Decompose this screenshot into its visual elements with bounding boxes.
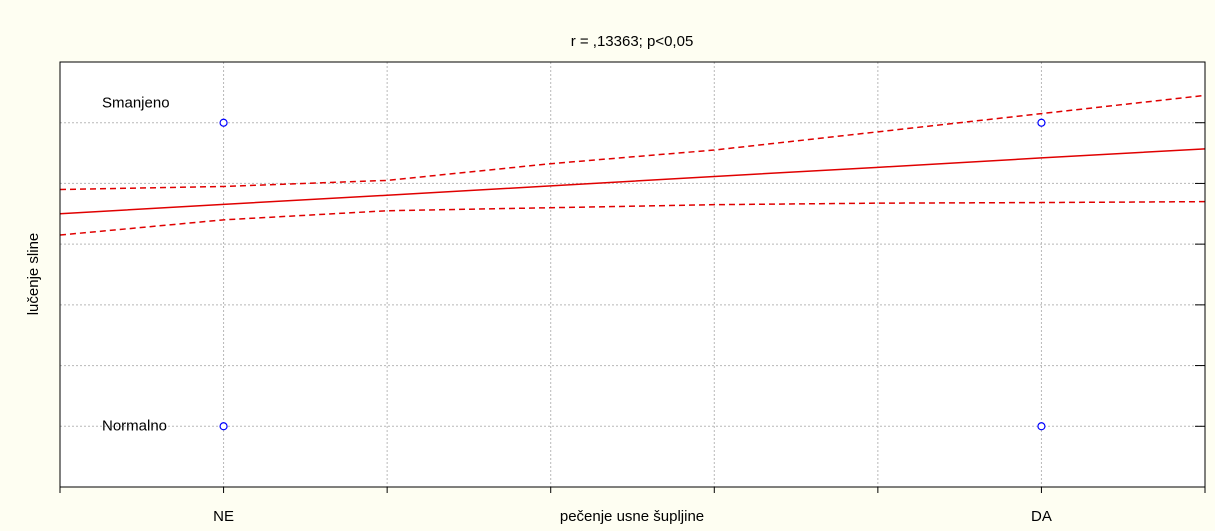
confidence-band <box>59 94 1206 191</box>
confidence-band <box>59 200 1206 236</box>
plot-area <box>60 62 1205 487</box>
x-tick-label: DA <box>1031 508 1052 525</box>
y-tick-label: Normalno <box>102 417 167 434</box>
x-tick-label: NE <box>213 508 234 525</box>
y-axis-label: lučenje sline <box>25 233 42 316</box>
data-point <box>219 422 228 431</box>
plot-frame <box>59 61 1206 488</box>
x-axis-label: pečenje usne šupljine <box>560 508 704 525</box>
regression-line <box>59 148 1206 215</box>
data-point <box>219 118 228 127</box>
y-tick-label: Smanjeno <box>102 95 170 112</box>
data-point <box>1037 422 1046 431</box>
data-point <box>1037 118 1046 127</box>
chart-title: r = ,13363; p<0,05 <box>571 33 694 50</box>
